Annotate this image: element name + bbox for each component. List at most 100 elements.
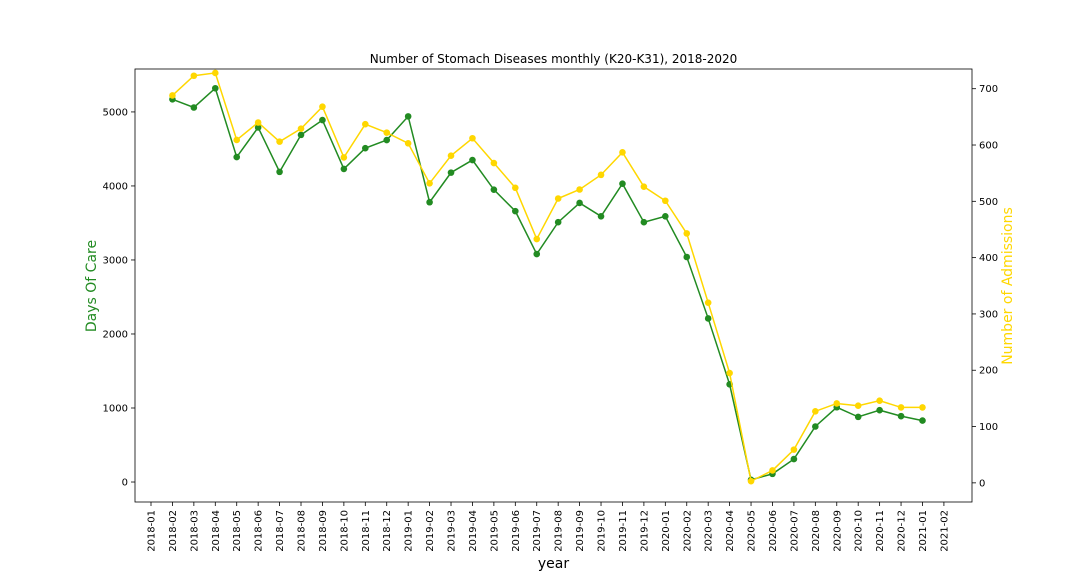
x-tick-label: 2018-04 [211, 510, 222, 552]
data-point-right [704, 299, 712, 306]
left-y-axis-title: Days Of Care [84, 240, 100, 332]
x-tick-label: 2021-02 [939, 510, 950, 552]
x-tick-label: 2019-02 [425, 510, 436, 552]
right-y-axis-title: Number of Admissions [1000, 207, 1016, 365]
data-point-right [276, 138, 283, 145]
data-point-right [190, 72, 198, 80]
data-point-right [297, 125, 305, 132]
data-point-left [854, 413, 862, 421]
x-tick-label: 2020-03 [704, 510, 715, 552]
series-left [169, 84, 926, 484]
x-tick-label: 2018-10 [339, 510, 350, 552]
plot-area [134, 68, 973, 503]
data-point-right [619, 149, 626, 156]
data-point-right [533, 235, 541, 243]
data-point-right [812, 408, 819, 415]
x-tick-label: 2020-05 [747, 510, 758, 552]
right-y-tick-label: 500 [979, 197, 998, 208]
left-y-tick-label: 3000 [103, 255, 128, 266]
data-point-left [297, 131, 305, 139]
data-point-left [447, 169, 455, 176]
data-point-right [597, 171, 605, 179]
data-point-right [726, 369, 733, 377]
data-point-right [790, 446, 798, 453]
x-tick-label: 2018-11 [361, 510, 372, 552]
x-tick-label: 2020-02 [682, 510, 693, 552]
left-y-tick-label: 0 [122, 478, 128, 489]
data-point-right [747, 477, 755, 485]
right-y-axis: 0 100 200 300 400 500 600 700 [972, 84, 998, 489]
data-point-left [576, 199, 583, 207]
data-point-right [169, 92, 176, 99]
data-point-left [190, 104, 198, 111]
x-tick-label: 2020-08 [811, 510, 822, 552]
data-point-right [854, 402, 862, 410]
data-point-right [833, 400, 841, 407]
data-point-right [340, 154, 348, 161]
data-point-left [490, 186, 498, 193]
data-point-left [683, 253, 691, 261]
x-tick-label: 2019-03 [447, 510, 458, 552]
left-y-axis: 0 1000 2000 3000 4000 5000 [103, 107, 135, 489]
data-point-right [662, 197, 669, 205]
data-point-right [576, 186, 583, 193]
x-tick-label: 2018-09 [318, 510, 329, 552]
series-right [169, 69, 926, 485]
chart-title: Number of Stomach Diseases monthly (K20-… [370, 52, 738, 66]
data-point-right [233, 136, 241, 144]
data-point-right [469, 134, 476, 142]
x-tick-label: 2020-10 [854, 510, 865, 552]
data-point-left [790, 455, 798, 463]
x-tick-label: 2019-06 [511, 510, 522, 552]
x-tick-label: 2019-12 [639, 510, 650, 552]
data-point-left [254, 124, 262, 131]
data-point-left [919, 417, 926, 424]
x-axis-title: year [538, 556, 569, 572]
x-tick-label: 2021-01 [918, 510, 929, 552]
data-point-left [383, 136, 391, 144]
data-point-left [812, 423, 819, 430]
data-point-left [640, 218, 648, 226]
data-point-left [469, 156, 476, 164]
data-point-right [554, 195, 562, 202]
data-point-right [426, 180, 433, 187]
data-point-left [404, 113, 412, 120]
left-y-tick-label: 4000 [103, 181, 128, 192]
data-point-left [276, 168, 283, 176]
data-point-right [319, 103, 326, 111]
left-y-tick-label: 5000 [103, 107, 128, 118]
x-tick-label: 2018-07 [275, 510, 286, 552]
data-point-right [383, 129, 391, 136]
x-tick-label: 2019-05 [489, 510, 500, 552]
x-tick-label: 2018-03 [189, 510, 200, 552]
left-y-tick-label: 1000 [103, 403, 128, 414]
x-tick-label: 2020-07 [789, 510, 800, 552]
data-point-right [211, 69, 219, 77]
x-tick-label: 2020-06 [768, 510, 779, 552]
x-tick-label: 2018-05 [232, 510, 243, 552]
data-point-right [447, 152, 455, 160]
x-tick-label: 2019-07 [532, 510, 543, 552]
data-point-left [233, 153, 241, 161]
series-line-right [171, 72, 923, 483]
data-point-right [919, 404, 926, 411]
data-point-right [640, 183, 648, 190]
data-point-left [554, 218, 562, 226]
x-tick-label: 2020-04 [725, 510, 736, 552]
right-y-tick-label: 600 [979, 141, 998, 152]
data-point-left [362, 144, 369, 152]
x-tick-label: 2018-02 [168, 510, 179, 552]
data-point-left [876, 406, 883, 414]
data-point-right [512, 184, 519, 192]
x-tick-label: 2018-06 [254, 510, 265, 552]
x-tick-label: 2019-11 [618, 510, 629, 552]
data-point-right [683, 230, 691, 237]
x-tick-label: 2020-12 [897, 510, 908, 552]
data-point-right [254, 119, 262, 126]
x-tick-label: 2018-01 [147, 510, 158, 552]
x-tick-label: 2019-04 [468, 510, 479, 552]
data-point-left [533, 250, 541, 258]
data-point-right [897, 404, 905, 411]
right-y-tick-label: 200 [979, 366, 998, 377]
